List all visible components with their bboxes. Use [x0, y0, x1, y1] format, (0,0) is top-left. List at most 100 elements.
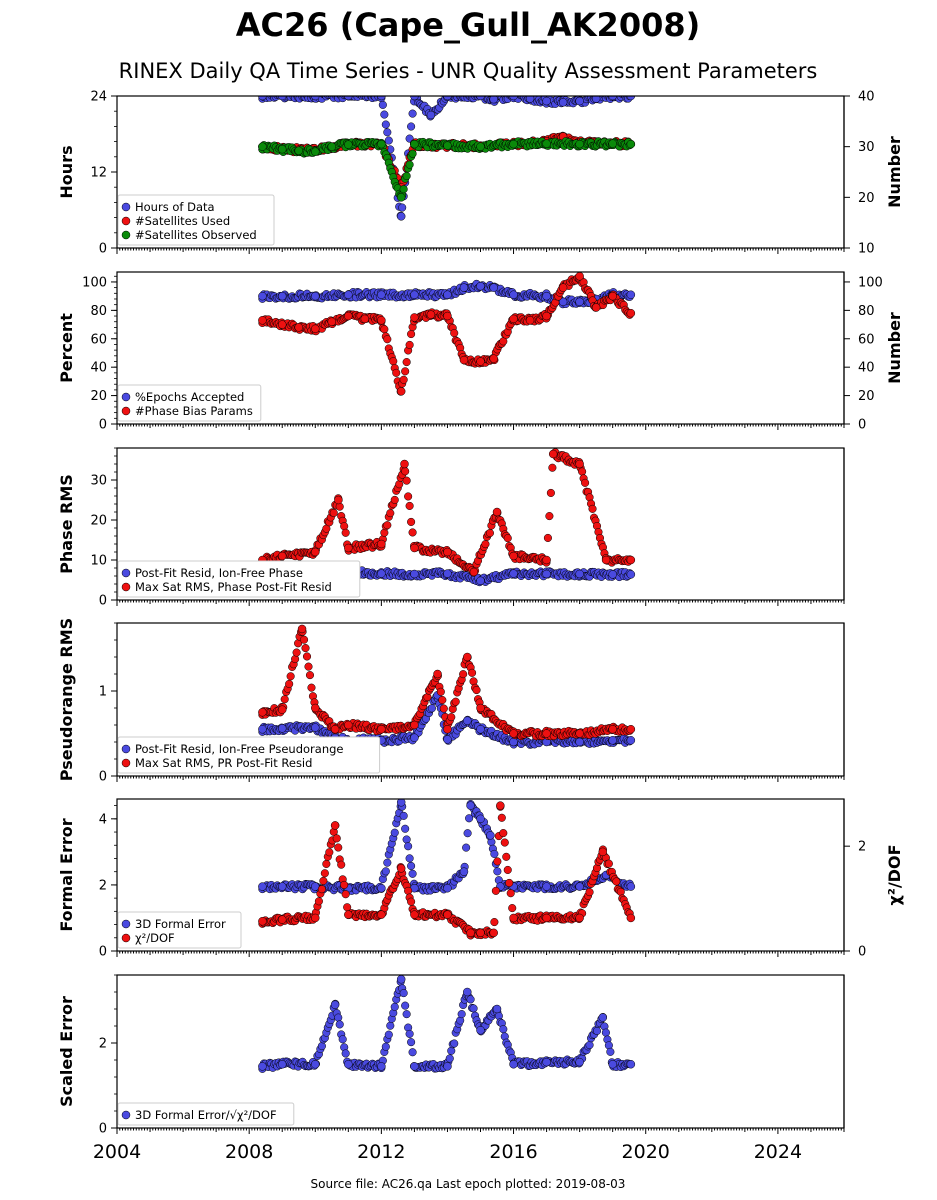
- point-red: [383, 335, 392, 344]
- point-anchor-red: [489, 928, 498, 938]
- point-red: [490, 918, 499, 927]
- point-red: [503, 865, 512, 874]
- point-anchor-blue: [626, 96, 636, 101]
- point-anchor-blue: [410, 1062, 419, 1071]
- y-axis-label: Scaled Error: [57, 996, 76, 1107]
- point-anchor-blue: [443, 735, 452, 744]
- legend-label: χ²/DOF: [135, 931, 175, 945]
- panel-4: 0 1 Pseudorange RMS Post-Fit Resid, Ion-Fre…: [57, 618, 845, 785]
- point-red: [340, 880, 349, 889]
- point-anchor-red: [626, 308, 636, 318]
- point-anchor-green: [608, 139, 617, 148]
- point-blue: [499, 1025, 508, 1034]
- point-anchor-red: [626, 913, 636, 923]
- point-anchor-red: [396, 864, 406, 873]
- point-anchor-blue: [377, 1062, 386, 1071]
- point-anchor-blue: [542, 569, 551, 579]
- point-anchor-red: [344, 311, 353, 321]
- point-anchor-green: [626, 139, 636, 149]
- point-anchor-red: [542, 555, 551, 565]
- panel-6-points: [258, 975, 636, 1073]
- point-red: [543, 533, 552, 542]
- point-anchor-blue: [608, 736, 617, 745]
- point-anchor-blue: [344, 1060, 353, 1069]
- point-anchor-red: [509, 551, 518, 561]
- point-red: [390, 495, 399, 504]
- point-anchor-red: [509, 913, 518, 923]
- point-red: [317, 885, 326, 894]
- legend-marker: [121, 919, 131, 929]
- point-blue: [447, 1046, 456, 1055]
- point-anchor-red: [492, 507, 502, 517]
- point-anchor-blue: [509, 569, 518, 578]
- point-blue: [402, 835, 411, 844]
- point-anchor-red: [258, 917, 267, 926]
- legend-marker: [121, 216, 131, 226]
- y-axis-label-right: χ²/DOF: [885, 845, 904, 906]
- point-anchor-blue: [575, 1057, 584, 1067]
- y-right-tick-label: 2: [858, 840, 866, 855]
- point-anchor-red: [277, 705, 287, 714]
- point-red: [322, 859, 331, 868]
- legend-marker: [121, 582, 131, 592]
- y-tick-label: 0: [99, 1122, 107, 1137]
- point-anchor-red: [258, 316, 267, 325]
- point-red: [499, 829, 508, 838]
- point-anchor-red: [377, 910, 386, 919]
- point-blue: [384, 136, 393, 145]
- point-anchor-red: [496, 801, 505, 810]
- point-anchor-green: [476, 142, 485, 151]
- legend-label: 3D Formal Error: [135, 917, 226, 931]
- y-right-tick-label: 20: [858, 191, 875, 206]
- point-anchor-red: [410, 543, 419, 553]
- point-red: [407, 329, 416, 339]
- point-red: [459, 670, 468, 679]
- legend-label: %Epochs Accepted: [135, 390, 244, 404]
- point-anchor-blue: [509, 290, 518, 299]
- point-anchor-blue: [443, 569, 452, 578]
- y-right-tick-label: 10: [858, 242, 875, 257]
- point-anchor-blue: [626, 736, 636, 745]
- point-red: [286, 672, 295, 681]
- point-anchor-red: [469, 567, 479, 577]
- point-anchor-red: [334, 495, 343, 505]
- point-anchor-red: [330, 821, 340, 830]
- point-red: [581, 478, 590, 487]
- point-anchor-blue: [396, 212, 406, 221]
- point-anchor-red: [294, 323, 303, 332]
- point-red: [299, 635, 309, 644]
- point-anchor-red: [443, 547, 452, 557]
- point-blue: [334, 1013, 343, 1022]
- point-red: [319, 876, 328, 885]
- point-anchor-blue: [311, 723, 320, 732]
- point-blue: [401, 1001, 410, 1010]
- y-tick-label: 0: [99, 945, 107, 960]
- point-red: [334, 843, 343, 852]
- point-blue: [383, 128, 392, 137]
- point-anchor-red: [443, 910, 452, 919]
- point-anchor-red: [591, 303, 601, 312]
- point-anchor-red: [311, 703, 320, 713]
- point-anchor-red: [443, 725, 452, 734]
- point-red: [304, 662, 313, 671]
- y-tick-label: 60: [90, 332, 107, 347]
- point-red: [491, 886, 500, 895]
- point-blue: [401, 824, 410, 833]
- point-red: [285, 679, 294, 688]
- y-tick-label: 80: [90, 304, 107, 319]
- point-anchor-green: [377, 139, 386, 149]
- point-anchor-red: [548, 449, 558, 459]
- point-anchor-blue: [489, 96, 498, 104]
- point-anchor-red: [297, 624, 307, 634]
- point-blue: [378, 100, 387, 109]
- point-red: [401, 467, 410, 476]
- y-tick-label: 0: [99, 242, 107, 257]
- point-anchor-red: [542, 311, 551, 321]
- point-red: [380, 325, 389, 334]
- point-anchor-red: [575, 459, 584, 469]
- point-red: [616, 887, 625, 896]
- point-red: [389, 357, 398, 366]
- point-anchor-red: [509, 314, 518, 324]
- point-green: [402, 171, 411, 181]
